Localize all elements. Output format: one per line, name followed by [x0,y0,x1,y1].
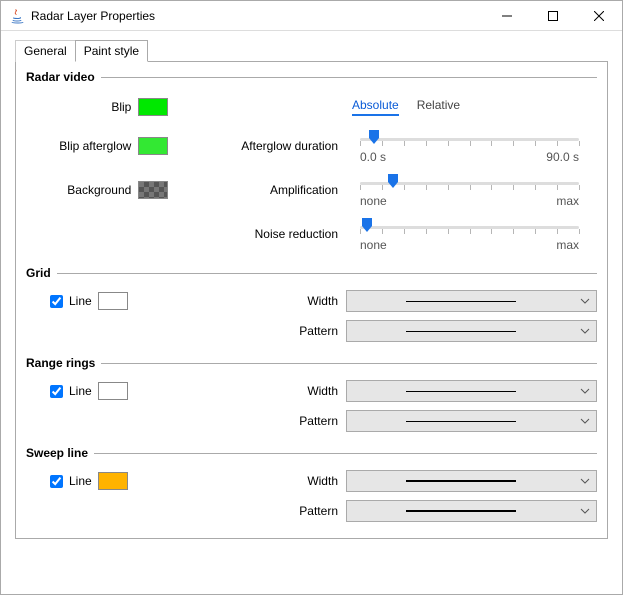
afterglow-color-swatch[interactable] [138,137,168,155]
sweep-pattern-label: Pattern [176,504,346,518]
chevron-down-icon [574,328,596,334]
group-title-range-rings: Range rings [26,356,101,370]
background-color-swatch[interactable] [138,181,168,199]
amplification-slider[interactable]: nonemax [346,172,597,208]
background-label: Background [67,183,131,197]
afterglow-duration-slider[interactable]: 0.0 s90.0 s [346,128,597,164]
range-line-label: Line [69,384,92,398]
range-width-label: Width [176,384,346,398]
grid-pattern-combo[interactable] [346,320,597,342]
range-pattern-combo[interactable] [346,410,597,432]
sweep-width-combo[interactable] [346,470,597,492]
range-line-color-swatch[interactable] [98,382,128,400]
tab-bar: General Paint style [15,39,608,61]
titlebar: Radar Layer Properties [1,1,622,31]
group-grid: Grid Line Width [26,266,597,346]
subtab-absolute[interactable]: Absolute [352,98,399,116]
grid-pattern-label: Pattern [176,324,346,338]
close-button[interactable] [576,1,622,31]
grid-line-check[interactable] [50,295,63,308]
afterglow-duration-label: Afterglow duration [241,139,338,153]
blip-label: Blip [111,100,131,114]
grid-width-combo[interactable] [346,290,597,312]
tab-paint-style[interactable]: Paint style [75,40,148,62]
window: Radar Layer Properties General Paint sty… [0,0,623,595]
content: General Paint style Radar video Blip [1,31,622,594]
maximize-button[interactable] [530,1,576,31]
tab-panel-paint-style: Radar video Blip Absolute Relative [15,61,608,539]
grid-line-color-swatch[interactable] [98,292,128,310]
chevron-down-icon [574,298,596,304]
sweep-line-label: Line [69,474,92,488]
noise-reduction-slider[interactable]: nonemax [346,216,597,252]
range-line-check[interactable] [50,385,63,398]
range-line-checkbox[interactable]: Line [26,382,176,401]
chevron-down-icon [574,508,596,514]
chevron-down-icon [574,478,596,484]
range-pattern-label: Pattern [176,414,346,428]
chevron-down-icon [574,388,596,394]
grid-width-label: Width [176,294,346,308]
sweep-width-label: Width [176,474,346,488]
range-width-combo[interactable] [346,380,597,402]
grid-line-label: Line [69,294,92,308]
amplification-label: Amplification [270,183,338,197]
grid-line-checkbox[interactable]: Line [26,292,176,311]
sweep-line-checkbox[interactable]: Line [26,472,176,491]
noise-reduction-label: Noise reduction [255,227,338,241]
chevron-down-icon [574,418,596,424]
group-title-radar-video: Radar video [26,70,101,84]
sweep-pattern-combo[interactable] [346,500,597,522]
sweep-line-check[interactable] [50,475,63,488]
group-range-rings: Range rings Line Width [26,356,597,436]
group-title-grid: Grid [26,266,57,280]
sweep-line-color-swatch[interactable] [98,472,128,490]
window-title: Radar Layer Properties [31,9,484,23]
java-icon [9,8,25,24]
blip-color-swatch[interactable] [138,98,168,116]
tab-general[interactable]: General [15,40,76,62]
subtab-relative[interactable]: Relative [417,98,460,116]
group-radar-video: Radar video Blip Absolute Relative [26,70,597,256]
minimize-button[interactable] [484,1,530,31]
group-sweep-line: Sweep line Line Width [26,446,597,526]
afterglow-label: Blip afterglow [59,139,131,153]
group-title-sweep-line: Sweep line [26,446,94,460]
